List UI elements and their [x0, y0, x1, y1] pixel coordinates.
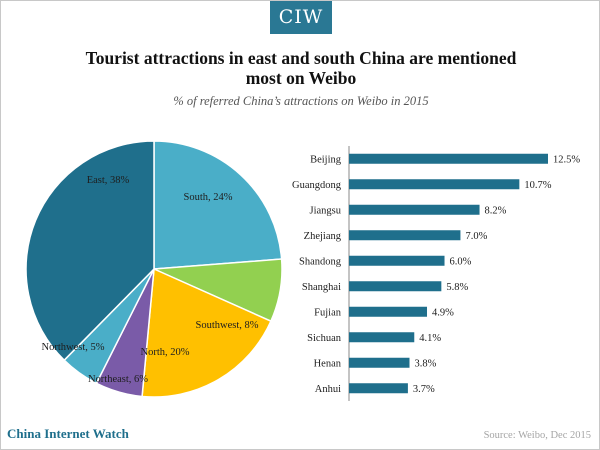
bar-value-beijing: 12.5%	[553, 154, 580, 165]
footer-brand: China Internet Watch	[7, 426, 129, 441]
pie-slice-north	[141, 267, 272, 398]
bar-value-sichuan: 4.1%	[419, 333, 441, 344]
bar-jiangsu	[349, 204, 480, 215]
pie-label-northeast: Northeast, 6%	[88, 374, 148, 385]
bar-category-sichuan: Sichuan	[307, 333, 342, 344]
bar-shanghai	[349, 281, 442, 292]
pie-chart: South, 24% Southwest, 8% North, 20% Northea…	[25, 140, 283, 398]
bar-category-fujian: Fujian	[314, 307, 342, 318]
footer-source: Source: Weibo, Dec 2015	[483, 430, 591, 441]
bar-zhejiang	[349, 230, 461, 241]
bar-value-zhejiang: 7.0%	[465, 231, 487, 242]
bar-category-shandong: Shandong	[299, 256, 342, 267]
bar-category-anhui: Anhui	[315, 384, 341, 395]
pie-label-east: East, 38%	[87, 175, 130, 186]
bar-value-shandong: 6.0%	[450, 256, 472, 267]
bar-sichuan	[349, 332, 415, 343]
bar-shandong	[349, 255, 445, 266]
bar-category-zhejiang: Zhejiang	[304, 231, 342, 242]
bar-beijing	[349, 153, 548, 164]
ciw-logo: CIW	[270, 1, 332, 34]
bar-category-jiangsu: Jiangsu	[310, 205, 342, 216]
bar-value-jiangsu: 8.2%	[485, 205, 507, 216]
bar-value-shanghai: 5.8%	[446, 282, 468, 293]
bar-category-shanghai: Shanghai	[302, 282, 341, 293]
page-title: Tourist attractions in east and south Ch…	[61, 48, 541, 88]
chart-subtitle: % of referred China’s attractions on Wei…	[173, 94, 429, 108]
bar-chart: Beijing 12.5% Guangdong 10.7% Jiangsu 8.2% Zhe…	[292, 146, 580, 401]
title-line-2: most on Weibo	[245, 68, 357, 88]
pie-label-northwest: Northwest, 5%	[42, 342, 105, 353]
bar-henan	[349, 357, 410, 368]
pie-slice-south	[153, 140, 283, 270]
pie-label-southwest: Southwest, 8%	[196, 320, 259, 331]
bar-value-anhui: 3.7%	[413, 384, 435, 395]
bar-anhui	[349, 383, 408, 394]
bar-fujian	[349, 306, 428, 317]
title-line-1: Tourist attractions in east and south Ch…	[85, 48, 517, 68]
pie-label-south: South, 24%	[183, 192, 232, 203]
bar-value-henan: 3.8%	[415, 358, 437, 369]
bar-category-guangdong: Guangdong	[292, 180, 342, 191]
bar-value-fujian: 4.9%	[432, 307, 454, 318]
bar-category-beijing: Beijing	[310, 154, 342, 165]
pie-slice-east	[25, 140, 155, 362]
bar-category-henan: Henan	[314, 358, 342, 369]
pie-label-north: North, 20%	[141, 347, 190, 358]
bar-value-guangdong: 10.7%	[524, 180, 551, 191]
bar-guangdong	[349, 179, 520, 190]
